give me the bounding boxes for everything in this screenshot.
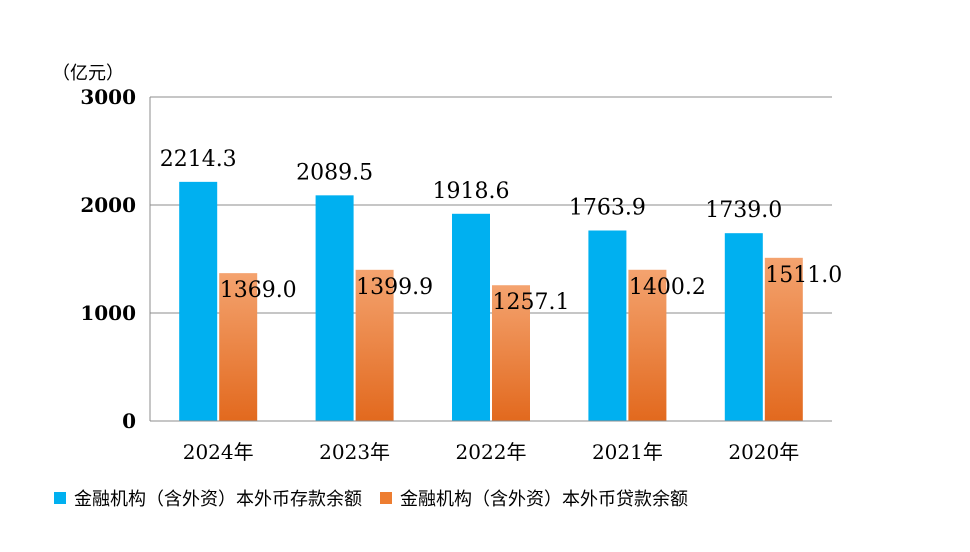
bar-loans bbox=[628, 269, 667, 421]
legend-label-loans: 金融机构（含外资）本外币贷款余额 bbox=[400, 489, 688, 510]
data-label-loans: 1257.1 bbox=[493, 290, 570, 315]
data-label-deposits: 2214.3 bbox=[160, 147, 237, 172]
legend-swatch-loans bbox=[380, 492, 392, 504]
data-label-loans: 1511.0 bbox=[765, 263, 842, 288]
data-label-loans: 1369.0 bbox=[220, 278, 297, 303]
legend-item-deposits: 金融机构（含外资）本外币存款余额 bbox=[54, 485, 362, 511]
x-tick-label: 2023年 bbox=[319, 440, 390, 464]
x-tick-label: 2020年 bbox=[728, 440, 799, 464]
y-tick-label: 2000 bbox=[80, 193, 136, 217]
bar-loans bbox=[492, 285, 530, 421]
data-label-deposits: 2089.5 bbox=[296, 160, 373, 185]
bar-loans bbox=[764, 257, 803, 421]
data-label-deposits: 1763.9 bbox=[569, 195, 646, 220]
bar-deposits bbox=[179, 181, 218, 421]
bar-deposits bbox=[452, 213, 490, 421]
legend-swatch-deposits bbox=[54, 492, 66, 504]
data-label-deposits: 1918.6 bbox=[433, 179, 510, 204]
legend-item-loans: 金融机构（含外资）本外币贷款余额 bbox=[380, 485, 688, 511]
data-label-deposits: 1739.0 bbox=[705, 198, 782, 223]
data-label-loans: 1400.2 bbox=[629, 275, 706, 300]
y-tick-label: 0 bbox=[122, 409, 136, 433]
x-tick-label: 2024年 bbox=[183, 440, 254, 464]
y-tick-label: 1000 bbox=[80, 301, 136, 325]
bar-deposits bbox=[588, 230, 627, 421]
legend-label-deposits: 金融机构（含外资）本外币存款余额 bbox=[74, 489, 362, 510]
data-label-loans: 1399.9 bbox=[356, 275, 433, 300]
x-tick-label: 2022年 bbox=[456, 440, 527, 464]
y-axis-unit-label: （亿元） bbox=[52, 63, 124, 84]
bar-loans bbox=[355, 269, 394, 421]
bar-deposits bbox=[724, 233, 763, 421]
y-tick-label: 3000 bbox=[80, 85, 136, 109]
x-tick-label: 2021年 bbox=[592, 440, 663, 464]
legend: 金融机构（含外资）本外币存款余额 金融机构（含外资）本外币贷款余额 bbox=[54, 485, 706, 511]
bar-deposits bbox=[315, 195, 354, 421]
bar-loans bbox=[219, 273, 258, 421]
